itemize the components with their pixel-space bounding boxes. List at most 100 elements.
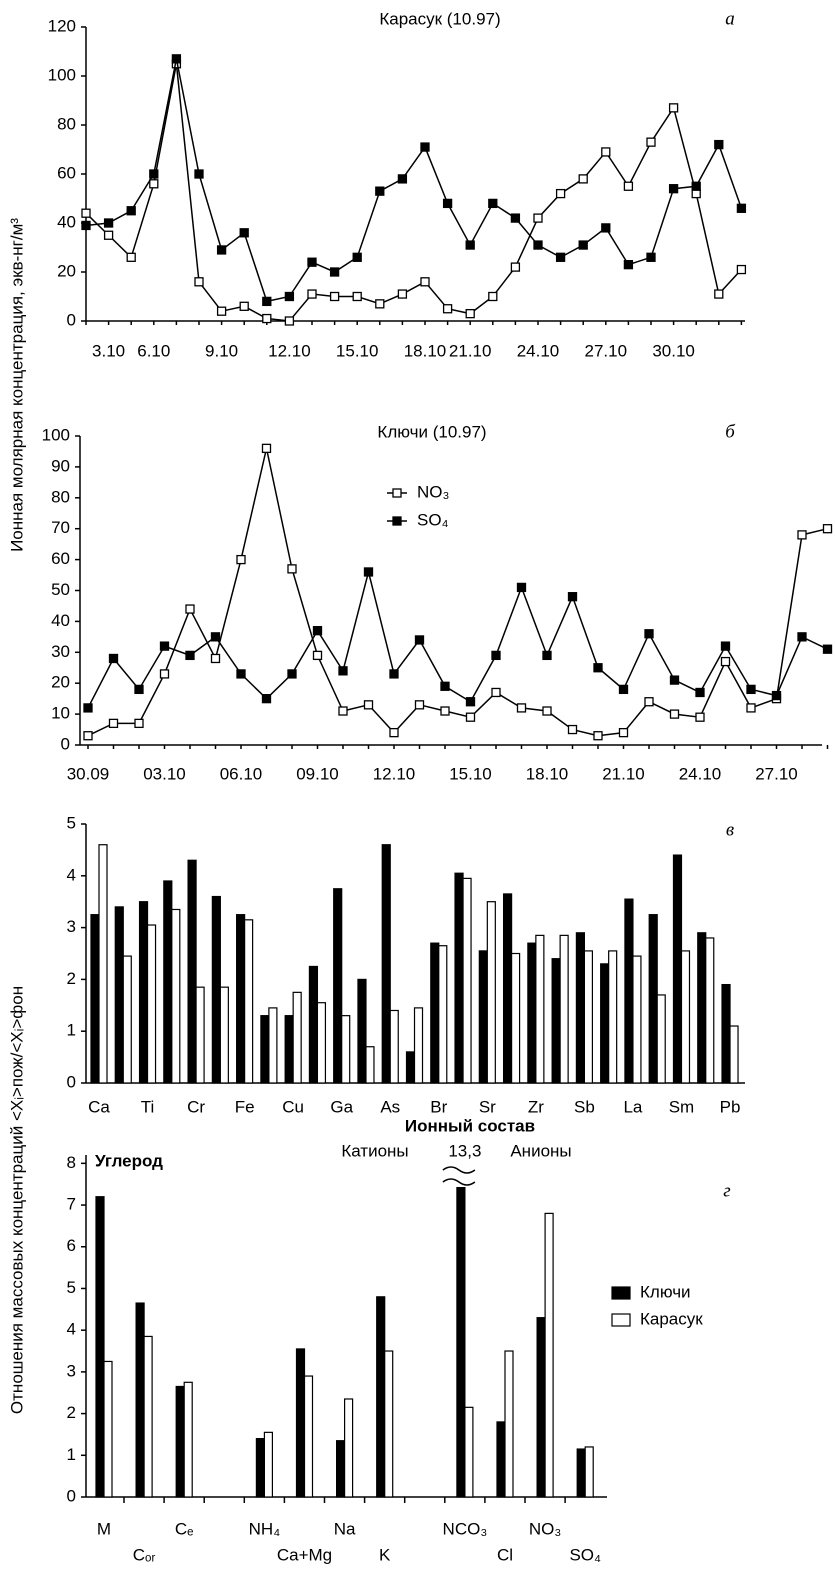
marker [691,181,701,191]
marker [440,681,450,691]
bar [510,952,521,1084]
x-tick-label: 15.10 [449,764,492,783]
x-tick-label: Cu [282,1097,304,1116]
marker [307,257,317,267]
marker [442,304,453,314]
x-tick-label: Ga [330,1097,353,1116]
bar [219,986,229,1084]
marker [236,554,246,565]
x-tick-label: 27.10 [755,764,798,783]
marker [771,690,782,701]
marker [239,301,249,311]
bar [163,880,173,1084]
x-tick-label: Sr [479,1097,496,1116]
y-tick-label: 2 [67,1403,76,1422]
x-tick-label: 9.10 [205,341,238,360]
annotation: Углерод [95,1151,163,1170]
y-tick-label: 30 [51,642,70,661]
chart-title: Карасук (10.97) [379,9,500,28]
x-tick-label: 6.10 [137,341,170,360]
y-axis-label: Отношения массовых концентраций <Xᵢ>пож/… [7,986,26,1414]
marker [83,731,93,741]
marker [287,669,297,679]
bar [263,1431,273,1498]
marker [171,54,182,64]
marker [210,632,221,642]
y-tick-label: 60 [57,163,76,182]
bar [260,1015,270,1084]
marker [134,684,144,695]
marker [159,641,170,651]
bar [333,888,343,1084]
marker [646,137,656,147]
bar [211,895,221,1084]
marker [623,181,634,191]
marker [593,731,603,741]
bar [632,955,642,1084]
y-tick-label: 120 [48,16,76,35]
bar [138,901,149,1084]
marker [618,684,629,695]
marker [329,291,340,302]
marker [216,245,227,255]
y-tick-label: 5 [67,1278,76,1297]
bar [143,1335,153,1498]
marker [720,656,731,667]
x-tick-label: Ca [88,1097,110,1116]
bar [389,1009,399,1084]
bar [292,991,302,1084]
marker [822,644,833,654]
bar [705,937,715,1084]
bar [721,983,731,1084]
bar [344,1398,354,1498]
y-tick-label: 80 [51,487,70,506]
bar [559,934,569,1084]
y-axis-label: Ионная молярная концентрация, экв-нг/м³ [7,218,26,552]
marker [465,697,476,707]
x-tick-label: 3.10 [92,341,125,360]
panel-letter: г [723,1180,730,1201]
marker [746,703,756,713]
bar [284,1015,294,1084]
x-tick-label: 30.10 [652,341,695,360]
bar [98,844,108,1084]
marker [389,669,399,679]
marker [420,277,430,287]
marker [284,316,295,326]
bar [454,872,464,1084]
annotation: Ионный состав [405,1116,535,1135]
marker [797,632,807,642]
x-tick-label: Sb [574,1097,595,1116]
marker [108,718,119,729]
marker [185,650,195,661]
x-tick-label: Na [334,1519,356,1538]
y-tick-label: 0 [67,1486,76,1505]
y-tick-label: 40 [51,611,70,630]
marker [261,443,272,454]
marker [510,213,521,223]
bar [535,934,545,1084]
bar [316,1002,327,1084]
marker [465,308,475,319]
marker [668,103,679,113]
bar [600,963,610,1084]
y-tick-label: 50 [51,580,70,599]
y-tick-label: 80 [57,114,76,133]
bar [608,950,618,1084]
marker [287,564,297,574]
bar [295,1348,306,1498]
x-tick-label: Fe [235,1097,255,1116]
marker [149,179,159,189]
marker [533,240,543,250]
bar [95,1196,105,1498]
bar [376,1296,386,1498]
bar [381,844,391,1084]
marker [103,230,114,240]
legend-swatch [611,1286,631,1300]
bar [576,1448,586,1498]
bar [697,932,707,1084]
marker [312,626,323,636]
marker [440,706,450,716]
marker [194,169,204,179]
x-tick-label: La [623,1097,642,1116]
